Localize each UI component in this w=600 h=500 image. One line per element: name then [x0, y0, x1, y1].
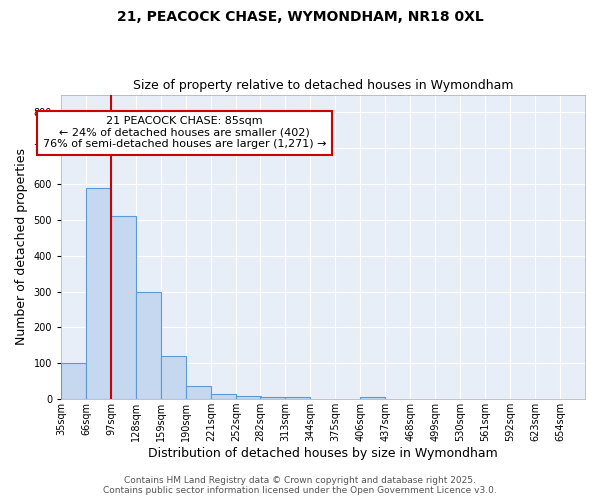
Text: 21 PEACOCK CHASE: 85sqm
← 24% of detached houses are smaller (402)
76% of semi-d: 21 PEACOCK CHASE: 85sqm ← 24% of detache…: [43, 116, 326, 150]
Bar: [61, 364, 86, 399]
Bar: [211, 394, 236, 399]
Bar: [236, 396, 261, 399]
Text: Contains HM Land Registry data © Crown copyright and database right 2025.
Contai: Contains HM Land Registry data © Crown c…: [103, 476, 497, 495]
X-axis label: Distribution of detached houses by size in Wymondham: Distribution of detached houses by size …: [148, 447, 498, 460]
Bar: [260, 398, 285, 399]
Y-axis label: Number of detached properties: Number of detached properties: [15, 148, 28, 346]
Bar: [186, 386, 211, 399]
Bar: [360, 398, 385, 399]
Bar: [86, 188, 111, 399]
Title: Size of property relative to detached houses in Wymondham: Size of property relative to detached ho…: [133, 79, 513, 92]
Text: 21, PEACOCK CHASE, WYMONDHAM, NR18 0XL: 21, PEACOCK CHASE, WYMONDHAM, NR18 0XL: [116, 10, 484, 24]
Bar: [111, 216, 136, 399]
Bar: [161, 356, 186, 399]
Bar: [285, 398, 310, 399]
Bar: [136, 292, 161, 399]
